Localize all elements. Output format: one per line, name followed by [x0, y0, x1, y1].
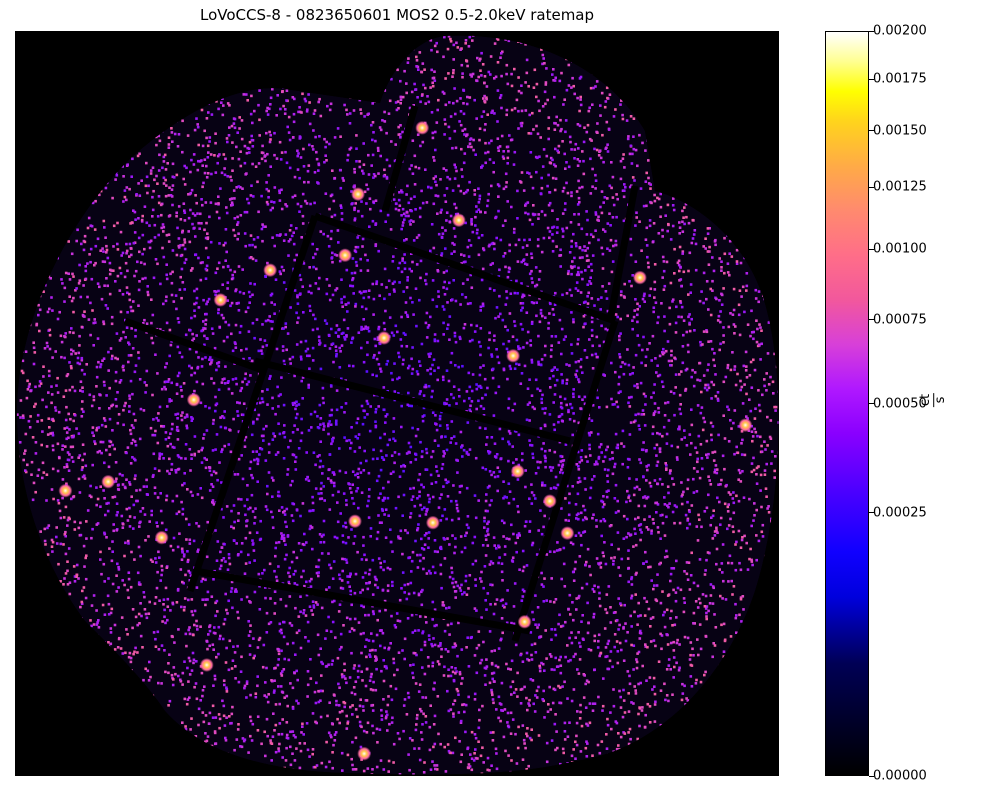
colorbar-tick-label: 0.00050: [873, 396, 927, 411]
point-source-src-19: [199, 657, 214, 672]
colorbar-tick: [869, 78, 874, 80]
colorbar-tick: [869, 186, 874, 188]
colorbar-tick-label: 0.00000: [873, 768, 927, 784]
colorbar-tick: [869, 130, 874, 132]
ratemap-svg: [16, 35, 779, 775]
point-source-src-10: [101, 474, 116, 489]
point-source-src-12: [154, 530, 169, 545]
colorbar-label-numerator: ct: [918, 392, 935, 408]
point-source-src-7: [506, 348, 521, 363]
point-source-src-8: [632, 270, 647, 285]
point-source-src-6: [186, 392, 201, 407]
ccd-chip-gaps: [123, 105, 639, 643]
colorbar-tick-label: 0.00100: [873, 241, 927, 257]
colorbar-gradient: [826, 32, 868, 775]
point-source-src-18: [517, 614, 532, 629]
point-source-src-13: [560, 526, 575, 541]
point-source-src-14: [510, 464, 525, 479]
point-source-src-5: [377, 330, 392, 345]
colorbar-tick: [869, 775, 874, 777]
point-source-src-2: [338, 248, 353, 263]
chart-title: LoVoCCS-8 - 0823650601 MOS2 0.5-2.0keV r…: [199, 6, 595, 24]
point-source-src-9: [738, 418, 753, 433]
field-of-view: [16, 35, 779, 775]
point-source-src-22: [415, 120, 430, 135]
colorbar-tick-label: 0.00125: [873, 179, 927, 195]
colorbar-tick-label: 0.00175: [873, 71, 927, 87]
point-source-src-4: [213, 292, 228, 307]
colorbar-label-denominator: s: [933, 396, 949, 404]
colorbar-tick-label: 0.00200: [873, 23, 927, 39]
colorbar: [825, 31, 869, 776]
colorbar-tick: [869, 512, 874, 514]
colorbar-tick-label: 0.00075: [873, 312, 927, 328]
ratemap-image: [15, 31, 779, 776]
bright-sources: [58, 120, 753, 761]
colorbar-tick: [869, 403, 874, 404]
colorbar-tick-label: 0.00025: [873, 505, 927, 521]
point-source-src-11: [58, 483, 73, 498]
colorbar-tick: [869, 248, 874, 250]
point-source-src-21: [451, 213, 466, 228]
colorbar-tick: [869, 319, 874, 321]
colorbar-label: ct s: [918, 392, 949, 408]
point-source-src-3: [263, 263, 278, 278]
point-source-src-1: [351, 187, 366, 202]
point-source-src-15: [542, 494, 557, 509]
point-source-src-17: [425, 515, 440, 530]
colorbar-tick-label: 0.00150: [873, 123, 927, 139]
colorbar-tick: [869, 30, 874, 32]
point-source-src-16: [347, 514, 362, 529]
point-source-src-20: [357, 746, 372, 761]
